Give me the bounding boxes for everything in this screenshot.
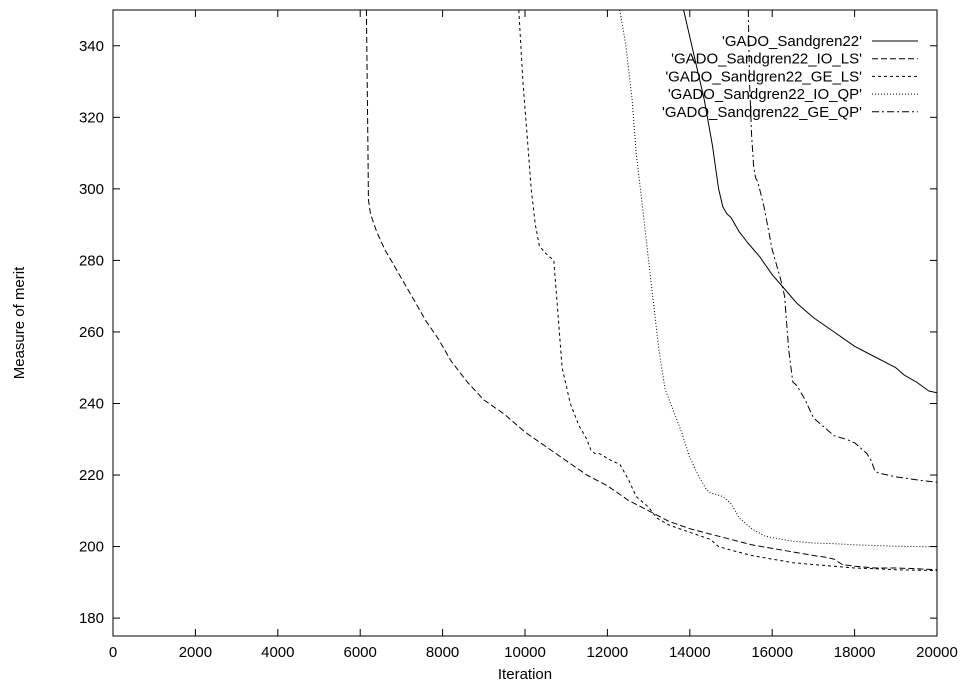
x-tick-label: 20000 bbox=[916, 644, 958, 661]
y-tick-label: 300 bbox=[79, 181, 104, 198]
x-tick-label: 16000 bbox=[751, 644, 793, 661]
x-tick-label: 18000 bbox=[834, 644, 876, 661]
y-tick-label: 280 bbox=[79, 252, 104, 269]
legend-label-3: 'GADO_Sandgren22_GE_LS' bbox=[665, 68, 862, 85]
legend: 'GADO_Sandgren22''GADO_Sandgren22_IO_LS'… bbox=[662, 33, 918, 121]
legend-label-1: 'GADO_Sandgren22' bbox=[722, 33, 862, 50]
y-tick-label: 180 bbox=[79, 610, 104, 627]
x-tick-label: 8000 bbox=[426, 644, 459, 661]
series-layer bbox=[365, 10, 937, 571]
series-line-4 bbox=[619, 10, 937, 548]
y-tick-label: 240 bbox=[79, 395, 104, 412]
series-line-5 bbox=[747, 10, 937, 483]
y-tick-label: 320 bbox=[79, 109, 104, 126]
y-tick-label: 220 bbox=[79, 467, 104, 484]
series-line-2 bbox=[365, 10, 937, 571]
legend-label-4: 'GADO_Sandgren22_IO_QP' bbox=[668, 86, 862, 103]
x-tick-label: 4000 bbox=[261, 644, 294, 661]
legend-label-5: 'GADO_Sandgren22_GE_QP' bbox=[662, 104, 862, 121]
x-axis-title: Iteration bbox=[498, 666, 552, 683]
y-tick-label: 260 bbox=[79, 324, 104, 341]
y-tick-label: 340 bbox=[79, 38, 104, 55]
x-tick-label: 14000 bbox=[669, 644, 711, 661]
x-tick-label: 2000 bbox=[179, 644, 212, 661]
x-tick-label: 10000 bbox=[504, 644, 546, 661]
axis-ticks: 0 2000 4000 6000 8000 10000 12000 14000 16000 180… bbox=[79, 10, 958, 661]
legend-label-2: 'GADO_Sandgren22_IO_LS' bbox=[671, 51, 862, 68]
x-tick-label: 12000 bbox=[587, 644, 629, 661]
series-line-1 bbox=[683, 10, 937, 394]
y-axis-title: Measure of merit bbox=[11, 266, 28, 379]
y-tick-label: 200 bbox=[79, 539, 104, 556]
series-line-3 bbox=[518, 10, 937, 571]
x-tick-label: 0 bbox=[109, 644, 117, 661]
x-tick-label: 6000 bbox=[344, 644, 377, 661]
